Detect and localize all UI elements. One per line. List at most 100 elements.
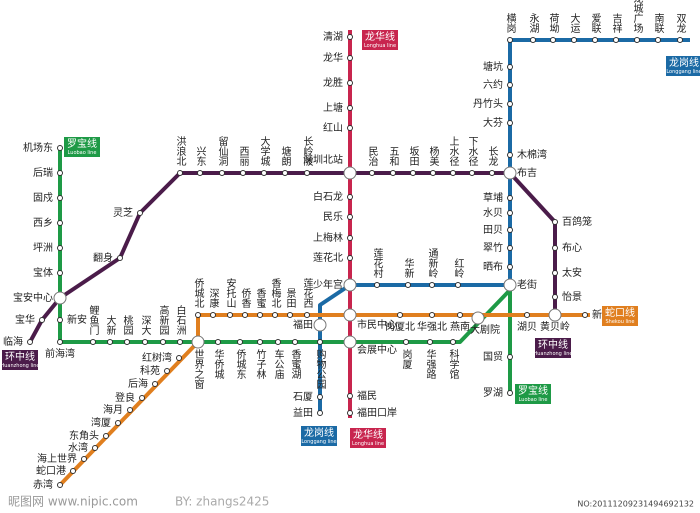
station-label: 市民中心 [357, 318, 397, 331]
station-label: 侨香 [239, 288, 251, 309]
station [507, 82, 513, 88]
station-label: 通新岭 [426, 248, 438, 279]
line-name: 龙华线 [353, 428, 383, 441]
station [430, 170, 436, 176]
station-label: 益田 [293, 406, 313, 419]
station [503, 278, 517, 292]
station-label: 宝安中心 [13, 291, 53, 304]
watermark-number: NO:20111209231494692132 [577, 500, 694, 509]
station-label: 莲花村 [371, 248, 383, 278]
station-label: 红山 [323, 121, 343, 134]
station-label: 草埔 [483, 191, 503, 204]
station [257, 312, 263, 318]
station [507, 245, 513, 251]
line-english: Luobao line [68, 150, 97, 156]
station-label: 上塘 [323, 101, 343, 114]
station-label: 深圳北站 [303, 153, 343, 166]
station-label: 固戍 [33, 191, 53, 204]
station-label: 龙胜 [323, 76, 343, 89]
station [240, 170, 246, 176]
station-label: 华强北 [417, 320, 447, 333]
station [343, 166, 357, 180]
station [507, 227, 513, 233]
station-label: 荷坳 [547, 13, 559, 34]
station [292, 339, 298, 345]
station [347, 235, 353, 241]
station-label: 布心 [562, 242, 582, 254]
station-label: 燕南 [450, 320, 470, 333]
station [191, 335, 205, 349]
station [548, 308, 562, 322]
station-label: 景田 [284, 288, 296, 308]
station-label: 车公庙 [272, 348, 284, 380]
station [507, 152, 513, 158]
station [347, 105, 353, 111]
station-label: 上梅林 [313, 231, 343, 244]
station [634, 37, 640, 43]
station [142, 339, 148, 345]
station-label: 莲花西 [301, 278, 313, 308]
line-name: 蛇口线 [605, 306, 635, 319]
station [374, 282, 380, 288]
line-english: Longhua line [352, 441, 384, 447]
station [242, 312, 248, 318]
station-label: 双龙 [674, 13, 686, 33]
station-label: 六约 [483, 78, 503, 91]
station [57, 482, 63, 488]
station-label: 坂田 [407, 146, 419, 166]
line-name: 龙岗线 [669, 56, 699, 69]
station [343, 335, 357, 349]
station-label: 罗湖 [483, 387, 503, 399]
station [429, 282, 435, 288]
station-label: 深康 [207, 288, 219, 308]
station [390, 170, 396, 176]
station [57, 245, 63, 251]
station [57, 339, 63, 345]
station [137, 210, 143, 216]
metro-line [318, 38, 690, 413]
station-label: 杨美 [427, 145, 439, 167]
station-label: 红岭 [452, 257, 464, 279]
station-label: 福民 [357, 389, 377, 402]
station [287, 312, 293, 318]
line-name: 环中线 [5, 350, 35, 363]
station [347, 80, 353, 86]
station [469, 170, 475, 176]
station [160, 339, 166, 345]
station-label: 岗厦 [400, 349, 412, 369]
station [164, 368, 170, 374]
line-english: Huanzhong line [534, 351, 573, 357]
station [507, 101, 513, 107]
station-label: 龙华 [323, 51, 343, 64]
station-label: 塘坑 [483, 60, 503, 73]
station-label: 大运 [568, 12, 580, 34]
station-label: 下水径 [466, 136, 478, 166]
station-label: 湖贝 [517, 321, 537, 333]
station-label: 桃园 [121, 314, 133, 336]
station [369, 170, 375, 176]
station [582, 312, 588, 318]
station [347, 55, 353, 61]
station [57, 317, 63, 323]
station-label: 兴东 [194, 146, 206, 166]
station-label: 水湾 [68, 441, 88, 454]
station [317, 410, 323, 416]
station [397, 312, 403, 318]
station [152, 381, 158, 387]
station [275, 339, 281, 345]
station-label: 赤湾 [33, 478, 53, 491]
station [39, 317, 45, 323]
station [347, 255, 353, 261]
station-label: 西乡 [33, 217, 53, 229]
line-english: Longgang line [666, 69, 700, 75]
station-label: 福田口岸 [357, 406, 397, 419]
line-box [2, 350, 38, 370]
station-label: 百鸽笼 [562, 215, 592, 228]
station [507, 195, 513, 201]
station-label: 宝华 [15, 313, 35, 326]
line-box [666, 56, 700, 76]
station [507, 120, 513, 126]
station-label: 大学城 [258, 135, 270, 167]
station [347, 214, 353, 220]
